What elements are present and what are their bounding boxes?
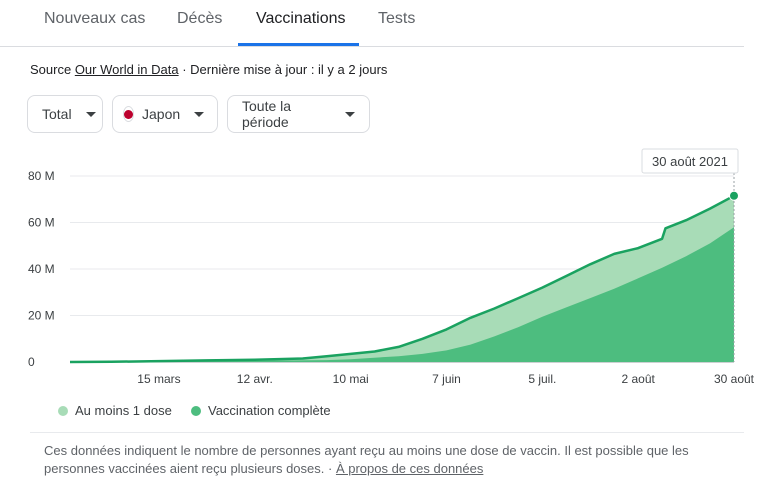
series-line-dose1	[69, 194, 735, 364]
y-tick-label: 40 M	[28, 262, 55, 276]
tab-vaccinations[interactable]: Vaccinations	[256, 10, 346, 27]
legend-label-dose1: Au moins 1 dose	[75, 403, 172, 418]
source-line: Source Our World in Data · Dernière mise…	[30, 62, 387, 77]
data-note: Ces données indiquent le nombre de perso…	[44, 442, 724, 478]
tooltip-date: 30 août 2021	[652, 154, 728, 169]
legend-item-dose1: Au moins 1 dose	[58, 403, 172, 418]
tab-bar: Nouveaux cas Décès Vaccinations Tests	[0, 0, 744, 47]
tab-deaths[interactable]: Décès	[177, 10, 223, 27]
period-dropdown-label: Toute la période	[242, 98, 292, 130]
hover-point	[729, 190, 739, 201]
chevron-down-icon	[345, 111, 355, 117]
country-dropdown-label: Japon	[142, 106, 181, 122]
period-dropdown[interactable]: Toute la période	[227, 95, 370, 133]
active-tab-indicator	[238, 43, 359, 46]
x-tick-label: 5 juil.	[528, 372, 556, 386]
country-dropdown[interactable]: Japon	[112, 95, 218, 133]
tooltip-box	[641, 148, 739, 174]
japan-flag-icon	[123, 106, 134, 122]
x-tick-label: 2 août	[621, 372, 655, 386]
chevron-down-icon	[194, 111, 205, 117]
y-tick-label: 60 M	[28, 216, 55, 230]
metric-dropdown[interactable]: Total	[27, 95, 103, 133]
legend-swatch-full	[191, 405, 201, 416]
tab-tests[interactable]: Tests	[378, 10, 416, 27]
y-tick-label: 0	[28, 355, 35, 369]
y-tick-label: 20 M	[28, 309, 55, 323]
about-data-link[interactable]: À propos de ces données	[335, 461, 484, 476]
legend-label-full: Vaccination complète	[208, 403, 331, 418]
tab-new-cases[interactable]: Nouveaux cas	[44, 10, 146, 27]
data-note-text: Ces données indiquent le nombre de perso…	[44, 443, 689, 476]
source-prefix: Source	[30, 62, 75, 77]
x-tick-label: 10 mai	[333, 372, 369, 386]
last-updated: · Dernière mise à jour : il y a 2 jours	[178, 62, 388, 77]
vaccination-chart[interactable]: 0 20 M 40 M 60 M 80 M 15 mars 12 avr. 10 mai 7 j…	[0, 145, 764, 395]
x-tick-label: 12 avr.	[237, 372, 273, 386]
x-tick-label: 15 mars	[137, 372, 180, 386]
metric-dropdown-label: Total	[42, 106, 72, 122]
y-tick-label: 80 M	[28, 169, 55, 183]
series-area-full	[70, 227, 734, 362]
source-link[interactable]: Our World in Data	[74, 62, 179, 77]
x-tick-label: 7 juin	[432, 372, 461, 386]
chevron-down-icon	[85, 111, 96, 117]
x-tick-label: 30 août	[714, 372, 755, 386]
legend-swatch-dose1	[58, 405, 68, 416]
divider	[30, 432, 744, 433]
legend-item-full: Vaccination complète	[191, 403, 331, 418]
